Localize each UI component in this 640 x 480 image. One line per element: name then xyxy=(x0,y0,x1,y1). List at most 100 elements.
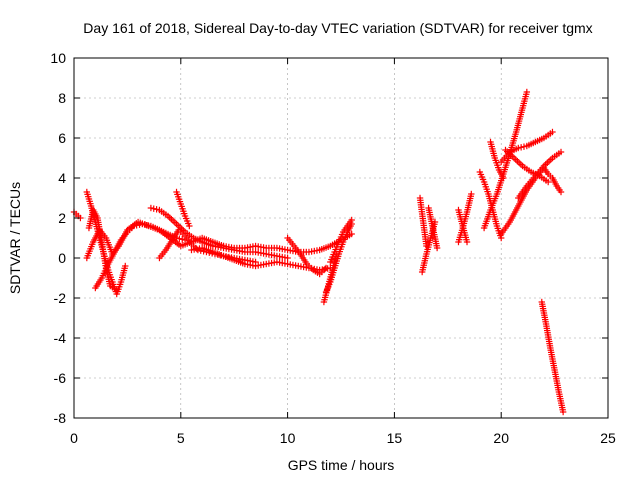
x-axis-label: GPS time / hours xyxy=(288,457,395,473)
trace-markers xyxy=(287,261,299,269)
trace-markers xyxy=(556,391,566,413)
y-tick-label: -8 xyxy=(54,410,67,426)
trace-markers xyxy=(158,227,170,237)
series-track-q xyxy=(425,204,441,252)
trace-markers xyxy=(298,252,309,266)
trace-markers xyxy=(512,156,525,168)
trace-markers xyxy=(318,243,332,253)
data-point xyxy=(557,148,565,156)
trace-markers xyxy=(133,221,143,229)
trace-markers xyxy=(99,263,111,279)
trace-markers xyxy=(174,191,184,205)
data-point xyxy=(147,204,155,212)
x-tick-label: 10 xyxy=(280,430,296,446)
trace-markers xyxy=(543,322,554,350)
trace-markers xyxy=(327,267,338,283)
x-tick-label: 5 xyxy=(177,430,185,446)
data-point xyxy=(186,222,193,230)
trace-markers xyxy=(178,203,188,217)
data-point xyxy=(122,262,129,270)
series-track-h xyxy=(173,188,193,230)
data-points xyxy=(70,88,567,416)
y-axis-label: SDTVAR / TECUs xyxy=(7,182,23,294)
y-tick-label: 0 xyxy=(58,250,66,266)
x-tick-label: 20 xyxy=(493,430,509,446)
trace-markers xyxy=(551,150,563,160)
data-point xyxy=(523,88,531,96)
grid xyxy=(74,58,608,418)
x-tick-label: 0 xyxy=(70,430,78,446)
data-point xyxy=(113,286,120,294)
series-track-n xyxy=(327,216,355,266)
trace-markers xyxy=(84,191,94,207)
trace-markers xyxy=(492,157,502,171)
series-track-k xyxy=(284,234,330,278)
series-track-a xyxy=(70,208,84,222)
data-point xyxy=(322,264,330,272)
trace-markers xyxy=(332,253,342,269)
trace-markers xyxy=(276,259,289,267)
data-point xyxy=(549,128,556,136)
trace-markers xyxy=(112,238,124,254)
data-point xyxy=(284,254,291,262)
data-point xyxy=(559,408,567,416)
trace-markers xyxy=(106,250,117,266)
trace-markers xyxy=(423,237,434,255)
trace-markers xyxy=(312,268,321,276)
data-point xyxy=(500,174,507,182)
trace-markers xyxy=(490,209,500,227)
plot-frame xyxy=(73,57,609,419)
series-track-e xyxy=(92,220,189,292)
trace-markers xyxy=(332,241,341,253)
y-tick-label: 4 xyxy=(58,170,66,186)
trace-markers xyxy=(86,209,96,229)
trace-markers xyxy=(513,106,526,134)
series-track-aa xyxy=(540,164,565,196)
trace-markers xyxy=(244,243,257,251)
trace-markers xyxy=(176,235,186,243)
trace-markers xyxy=(539,301,549,325)
trace-markers xyxy=(455,209,466,227)
y-tick-label: 2 xyxy=(58,210,66,226)
trace-markers xyxy=(118,265,128,283)
y-tick-label: -6 xyxy=(54,370,67,386)
trace-markers xyxy=(222,253,236,263)
trace-markers xyxy=(550,176,559,188)
trace-markers xyxy=(551,369,562,393)
series-track-z xyxy=(515,148,565,202)
trace-markers xyxy=(255,249,267,257)
trace-markers xyxy=(525,139,537,149)
trace-markers xyxy=(84,241,96,259)
chart-title: Day 161 of 2018, Sidereal Day-to-day VTE… xyxy=(83,20,592,36)
trace-markers xyxy=(460,225,470,243)
series-track-o xyxy=(416,194,430,250)
data-point xyxy=(139,220,146,228)
trace-markers xyxy=(517,143,528,151)
trace-markers xyxy=(265,251,278,259)
x-tick-label: 25 xyxy=(600,430,616,446)
trace-markers xyxy=(308,247,321,255)
data-point xyxy=(468,190,475,198)
y-tick-label: 6 xyxy=(58,130,66,146)
trace-markers xyxy=(158,208,170,218)
trace-markers xyxy=(519,91,530,109)
trace-markers xyxy=(481,209,493,229)
series-track-d xyxy=(85,206,120,294)
trace-markers xyxy=(481,181,491,195)
trace-markers xyxy=(542,156,554,168)
trace-markers xyxy=(201,239,214,249)
trace-markers xyxy=(487,141,498,159)
y-tick-label: -2 xyxy=(54,290,67,306)
series-track-u xyxy=(480,88,531,232)
trace-markers xyxy=(91,208,100,220)
axis-ticks: 0 5 10 15 20 25 -8 -6 -4 -2 0 2 4 6 8 10 xyxy=(50,50,616,446)
data-point xyxy=(557,188,565,196)
trace-markers xyxy=(287,247,299,255)
data-point xyxy=(515,144,522,152)
trace-markers xyxy=(109,284,118,292)
y-tick-label: -4 xyxy=(54,330,67,346)
trace-markers xyxy=(525,174,537,188)
series-track-s xyxy=(455,206,471,246)
trace-markers xyxy=(419,253,430,273)
series-track-t xyxy=(476,168,505,242)
